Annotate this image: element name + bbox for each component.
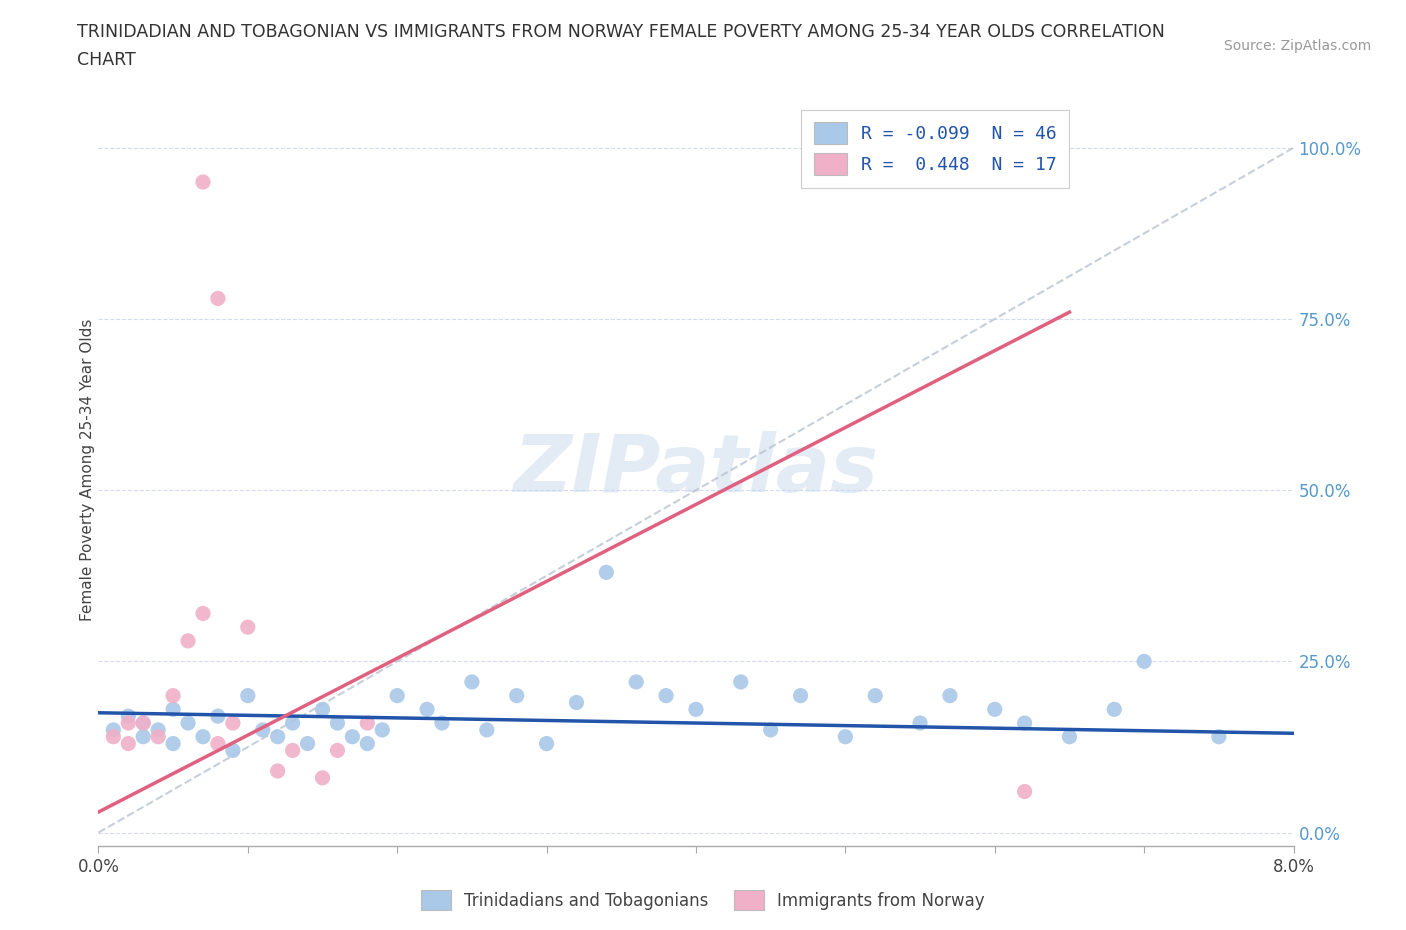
Point — [356, 737, 378, 751]
Point — [191, 606, 214, 621]
Point — [236, 619, 259, 634]
Point — [177, 715, 200, 730]
Point — [1059, 729, 1081, 744]
Point — [162, 688, 184, 703]
Point — [1104, 702, 1126, 717]
Point — [834, 729, 856, 744]
Point — [730, 674, 752, 689]
Point — [191, 175, 214, 190]
Point — [267, 764, 290, 778]
Point — [267, 729, 290, 744]
Point — [222, 715, 245, 730]
Point — [236, 688, 259, 703]
Point — [311, 702, 333, 717]
Point — [416, 702, 439, 717]
Point — [162, 737, 184, 751]
Point — [117, 709, 139, 724]
Point — [222, 743, 245, 758]
Point — [385, 688, 409, 703]
Point — [536, 737, 558, 751]
Point — [326, 743, 349, 758]
Point — [908, 715, 931, 730]
Point — [207, 737, 229, 751]
Point — [759, 723, 782, 737]
Point — [103, 723, 125, 737]
Point — [162, 702, 184, 717]
Point — [430, 715, 453, 730]
Point — [356, 715, 378, 730]
Point — [252, 723, 274, 737]
Point — [177, 633, 200, 648]
Point — [939, 688, 962, 703]
Point — [281, 743, 304, 758]
Point — [595, 565, 617, 579]
Point — [207, 291, 229, 306]
Point — [655, 688, 678, 703]
Text: CHART: CHART — [77, 51, 136, 69]
Y-axis label: Female Poverty Among 25-34 Year Olds: Female Poverty Among 25-34 Year Olds — [80, 318, 94, 621]
Point — [371, 723, 394, 737]
Text: Source: ZipAtlas.com: Source: ZipAtlas.com — [1223, 39, 1371, 53]
Point — [461, 674, 484, 689]
Point — [148, 723, 170, 737]
Point — [207, 709, 229, 724]
Point — [1133, 654, 1156, 669]
Point — [326, 715, 349, 730]
Point — [789, 688, 811, 703]
Legend: R = -0.099  N = 46, R =  0.448  N = 17: R = -0.099 N = 46, R = 0.448 N = 17 — [801, 110, 1070, 188]
Point — [984, 702, 1007, 717]
Point — [117, 715, 139, 730]
Text: ZIPatlas: ZIPatlas — [513, 431, 879, 509]
Point — [1014, 715, 1036, 730]
Point — [117, 737, 139, 751]
Point — [191, 729, 214, 744]
Point — [1208, 729, 1230, 744]
Point — [132, 715, 155, 730]
Point — [626, 674, 648, 689]
Point — [132, 729, 155, 744]
Point — [297, 737, 319, 751]
Point — [506, 688, 529, 703]
Point — [132, 715, 155, 730]
Point — [281, 715, 304, 730]
Point — [685, 702, 707, 717]
Text: TRINIDADIAN AND TOBAGONIAN VS IMMIGRANTS FROM NORWAY FEMALE POVERTY AMONG 25-34 : TRINIDADIAN AND TOBAGONIAN VS IMMIGRANTS… — [77, 23, 1166, 41]
Point — [565, 695, 588, 710]
Point — [475, 723, 498, 737]
Point — [1014, 784, 1036, 799]
Point — [865, 688, 887, 703]
Point — [103, 729, 125, 744]
Point — [342, 729, 364, 744]
Point — [148, 729, 170, 744]
Legend: Trinidadians and Tobagonians, Immigrants from Norway: Trinidadians and Tobagonians, Immigrants… — [415, 884, 991, 917]
Point — [311, 770, 333, 785]
